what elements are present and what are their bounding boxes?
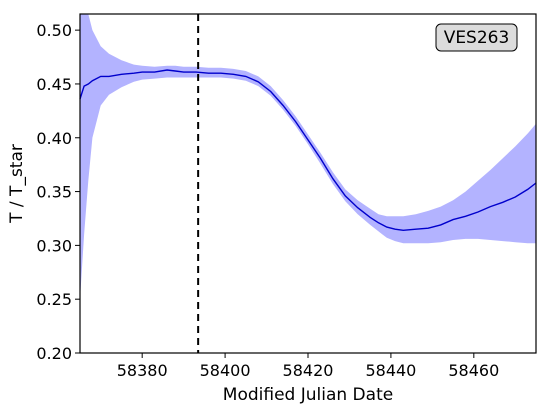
y-tick-label: 0.30	[36, 236, 72, 255]
y-tick-label: 0.20	[36, 344, 72, 363]
y-tick-label: 0.45	[36, 75, 72, 94]
annotation-background	[435, 23, 518, 52]
annotation-label: VES263	[444, 28, 510, 48]
x-tick-label: 58460	[448, 361, 499, 380]
x-axis-ticks: 58380 58400 58420 58440 58460	[117, 353, 499, 380]
series-line	[79, 69, 537, 232]
x-tick-label: 58420	[283, 361, 334, 380]
x-tick-label: 58400	[200, 361, 251, 380]
plot-area	[79, 14, 537, 353]
x-tick-label: 58440	[365, 361, 416, 380]
y-tick-label: 0.40	[36, 129, 72, 148]
y-tick-label: 0.25	[36, 290, 72, 309]
plot-frame	[79, 13, 537, 354]
annotation-box: VES263	[435, 23, 518, 52]
y-tick-label: 0.50	[36, 21, 72, 40]
x-axis-label: Modified Julian Date	[223, 385, 393, 405]
y-axis-label: T / T_star	[7, 144, 27, 224]
y-tick-label: 0.35	[36, 183, 72, 202]
x-tick-label: 58380	[117, 361, 168, 380]
uncertainty-band	[80, 14, 536, 300]
y-axis-ticks: 0.20 0.25 0.30 0.35 0.40 0.45 0.50	[36, 21, 80, 363]
